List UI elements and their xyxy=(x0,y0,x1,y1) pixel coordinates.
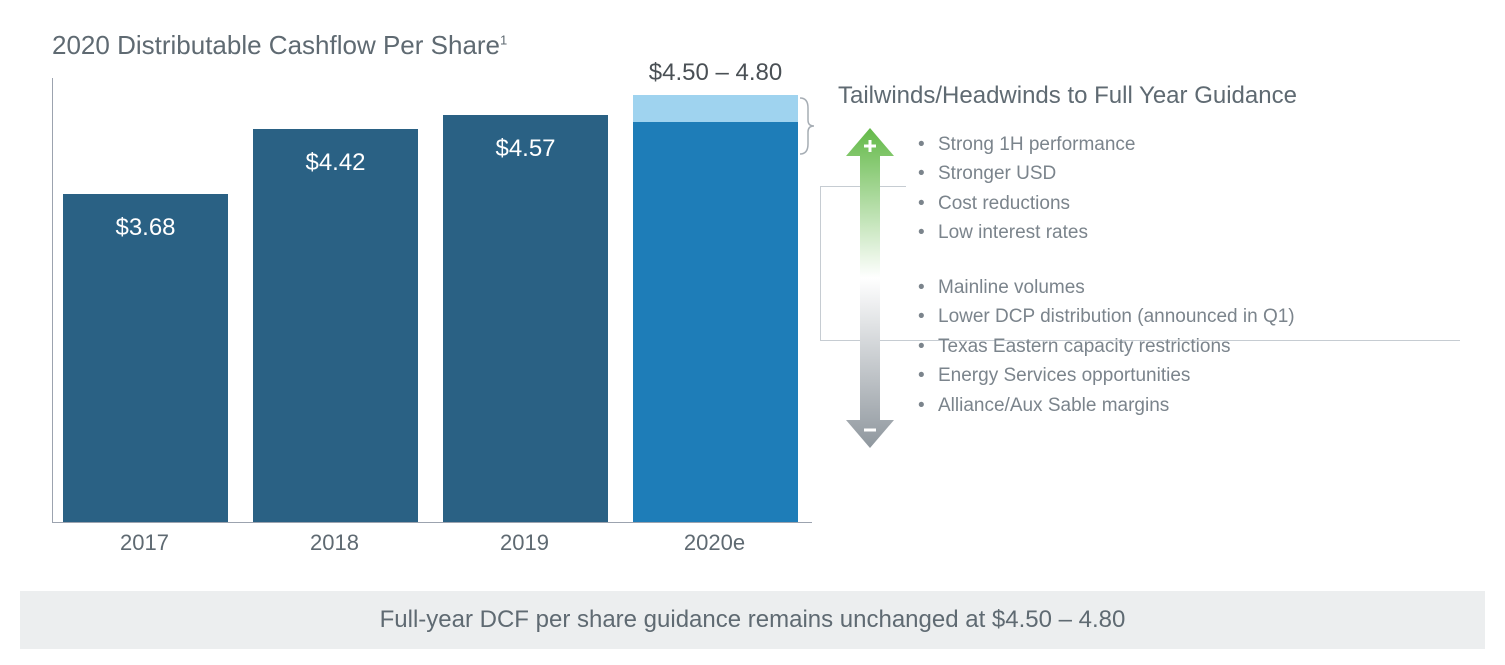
tailwind-item: Stronger USD xyxy=(918,159,1478,188)
title-superscript: 1 xyxy=(500,32,507,47)
main-title: 2020 Distributable Cashflow Per Share1 xyxy=(52,30,507,61)
tailwind-item: Strong 1H performance xyxy=(918,130,1478,159)
tailwinds-headwinds-panel: Tailwinds/Headwinds to Full Year Guidanc… xyxy=(838,82,1478,420)
connector-vertical xyxy=(820,186,821,340)
bar-2020e xyxy=(633,122,798,523)
headwind-item: Energy Services opportunities xyxy=(918,361,1478,390)
footer-bar: Full-year DCF per share guidance remains… xyxy=(20,591,1485,649)
headwind-item: Alliance/Aux Sable margins xyxy=(918,391,1478,420)
headwinds-list: Mainline volumesLower DCP distribution (… xyxy=(918,273,1478,420)
up-arrow-icon xyxy=(846,128,894,278)
x-axis-label: 2017 xyxy=(62,530,227,556)
tw-hw-title: Tailwinds/Headwinds to Full Year Guidanc… xyxy=(838,82,1478,110)
x-axis-label: 2018 xyxy=(252,530,417,556)
bar-value-label: $3.68 xyxy=(63,214,228,242)
tailwinds-list: Strong 1H performanceStronger USDCost re… xyxy=(918,130,1478,248)
range-bracket-icon xyxy=(800,96,820,156)
x-axis-label: 2019 xyxy=(442,530,607,556)
bar-range-label: $4.50 – 4.80 xyxy=(633,59,798,87)
chart-plot: $3.68 $4.42 $4.57 $4.50 – 4.80 xyxy=(52,78,812,523)
bar-2017: $3.68 xyxy=(63,194,228,522)
headwind-item: Texas Eastern capacity restrictions xyxy=(918,332,1478,361)
down-arrow-icon xyxy=(846,278,894,448)
bar-2019: $4.57 xyxy=(443,115,608,522)
bar-value-label: $4.57 xyxy=(443,135,608,163)
bar-2018: $4.42 xyxy=(253,129,418,522)
x-axis-label: 2020e xyxy=(632,530,797,556)
tailwind-item: Cost reductions xyxy=(918,189,1478,218)
bar-chart: $3.68 $4.42 $4.57 $4.50 – 4.80 2017 2018 2019… xyxy=(52,78,812,553)
tailwind-item: Low interest rates xyxy=(918,218,1478,247)
footer-text: Full-year DCF per share guidance remains… xyxy=(380,606,1126,634)
title-text: 2020 Distributable Cashflow Per Share xyxy=(52,30,500,60)
bar-top-2020e: $4.50 – 4.80 xyxy=(633,95,798,122)
headwind-item: Lower DCP distribution (announced in Q1) xyxy=(918,302,1478,331)
headwind-item: Mainline volumes xyxy=(918,273,1478,302)
bar-value-label: $4.42 xyxy=(253,149,418,177)
arrows-column xyxy=(846,130,894,450)
